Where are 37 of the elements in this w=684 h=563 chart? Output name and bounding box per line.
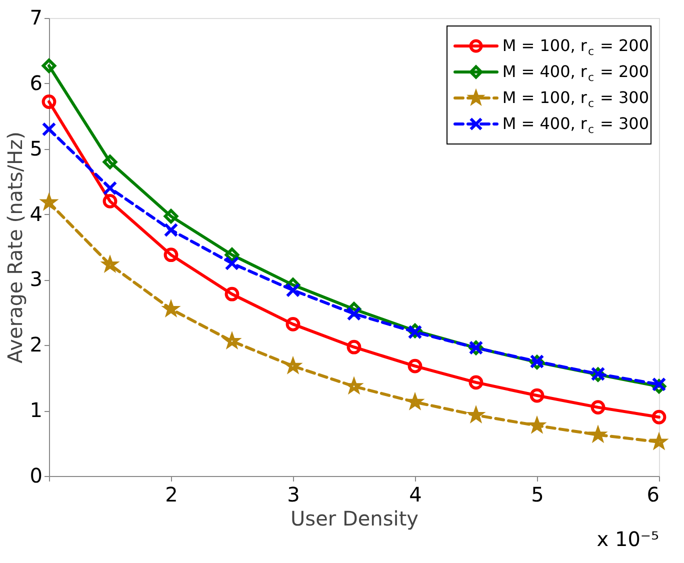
point <box>102 180 118 196</box>
point <box>102 194 118 208</box>
x-tick-label: 4 <box>409 482 422 506</box>
point <box>224 286 240 302</box>
y-tick-label: 0 <box>30 464 42 488</box>
y-tick-label: 7 <box>30 6 42 30</box>
y-tick-label: 3 <box>30 267 42 292</box>
x-tick-label: 5 <box>531 482 544 506</box>
y-tick-label: 1 <box>30 398 42 422</box>
x-axis-title: User Density <box>290 506 419 530</box>
point <box>102 154 118 170</box>
y-tick-label: 5 <box>30 136 42 160</box>
text: x 10⁻⁵ <box>596 527 659 551</box>
point <box>346 306 362 321</box>
point <box>286 317 300 332</box>
point <box>164 248 178 262</box>
point <box>286 282 300 298</box>
point <box>468 375 484 390</box>
point <box>164 209 178 224</box>
point <box>42 94 56 109</box>
point <box>42 122 56 136</box>
y-tick-label: 2 <box>30 332 42 357</box>
x-tick-label: 6 <box>646 482 660 506</box>
y-axis-title: Average Rate (nats/Hz) <box>2 132 27 364</box>
y-tick-label: 6 <box>30 70 42 95</box>
point <box>590 400 606 414</box>
x-tick-label: 3 <box>287 482 300 506</box>
point <box>652 410 666 424</box>
point <box>346 340 362 354</box>
point <box>164 222 178 238</box>
point <box>42 58 56 73</box>
point <box>224 256 240 271</box>
point <box>530 388 544 403</box>
y-tick-label: 4 <box>30 202 42 226</box>
x-tick-label: 2 <box>165 482 178 506</box>
point <box>224 248 240 262</box>
point <box>408 358 422 374</box>
